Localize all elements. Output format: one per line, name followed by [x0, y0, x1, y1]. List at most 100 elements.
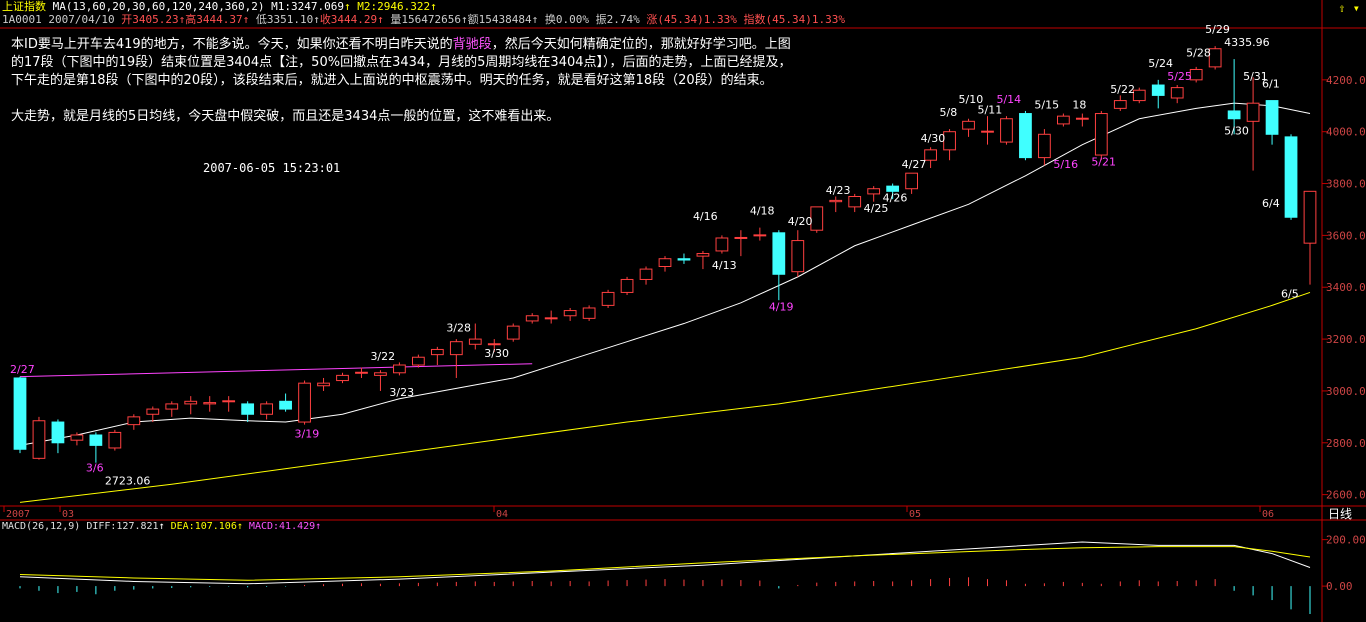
candle-body	[1113, 100, 1127, 109]
candle-body	[146, 408, 160, 415]
date-annotation: 3/30	[484, 347, 509, 360]
candle-body	[886, 185, 900, 192]
candle-body	[1303, 190, 1317, 244]
candle-body	[32, 420, 46, 459]
candle-body	[563, 310, 577, 317]
y-tick-label: 3600.00	[1326, 229, 1366, 242]
x-tick-label: 06	[1262, 509, 1274, 520]
candle-body	[1000, 118, 1013, 143]
candle-body	[222, 400, 236, 403]
volume-value: 量156472656	[390, 13, 462, 26]
macd-diff: DIFF:127.821	[86, 521, 159, 532]
change-value: 涨(45.34)1.33%	[646, 13, 737, 26]
date-annotation: 5/22	[1110, 83, 1135, 96]
y-tick-label: 3000.00	[1326, 385, 1366, 398]
candle-body	[639, 268, 653, 280]
amplitude-value: 振2.74%	[595, 13, 640, 26]
candle-body	[374, 372, 387, 376]
date-annotation: 3/19	[295, 428, 320, 441]
candle-body	[658, 258, 672, 268]
date-annotation: 4/13	[712, 259, 737, 272]
candle-body	[1208, 48, 1222, 68]
y-tick-label: 2600.00	[1326, 489, 1366, 502]
candle-body	[260, 403, 273, 415]
date-annotation: 2/27	[10, 363, 35, 376]
candle-body	[393, 364, 406, 374]
macd-dea: DEA:107.106	[170, 521, 237, 532]
candle-body	[791, 240, 805, 273]
date-annotation: 5/25	[1167, 70, 1192, 83]
x-tick-label: 05	[909, 509, 921, 520]
x-tick-label: 2007	[6, 509, 30, 520]
commentary-paragraph-2: 大走势，就是月线的5日均线，今天盘中假突破，而且还是3434点一般的位置，这不难…	[11, 109, 560, 124]
macd-dea-line	[19, 546, 1311, 581]
date-annotation: 4/20	[788, 215, 813, 228]
candle-body	[89, 434, 103, 446]
y-tick-label: 3800.00	[1326, 178, 1366, 191]
candle-body	[943, 131, 956, 151]
date-annotation: 5/31	[1243, 70, 1268, 83]
date-annotation: 4/27	[902, 158, 927, 171]
date-annotation: 5/10	[959, 93, 984, 106]
candle-body	[1038, 133, 1051, 159]
candle-body	[1227, 110, 1241, 120]
candle-body	[430, 348, 444, 356]
candle-body	[317, 382, 330, 387]
x-tick-label: 04	[496, 509, 508, 520]
candle-body	[487, 343, 501, 346]
window-controls[interactable]: ⇧ ▾	[1338, 1, 1360, 15]
date-annotation: 4/18	[750, 205, 775, 218]
open-value: 开3405.23	[121, 13, 179, 26]
candle-body	[203, 402, 217, 405]
date-annotation: 5/28	[1186, 47, 1211, 60]
date-annotation: 6/1	[1262, 78, 1280, 91]
date-annotation: 4/23	[826, 184, 851, 197]
candle-body	[1151, 84, 1165, 96]
candle-body	[51, 421, 65, 444]
timestamp: 2007-06-05 15:23:01	[203, 161, 341, 175]
date-annotation: 4335.96	[1224, 36, 1270, 49]
candle-body	[810, 206, 824, 231]
macd-value: MACD:41.429	[248, 521, 316, 532]
highlight-term: 背驰段	[452, 37, 492, 52]
candle-body	[336, 374, 349, 382]
candle-body	[1132, 89, 1146, 102]
m1-value: M1:3247.069	[271, 0, 345, 13]
y-tick-label: 2800.00	[1326, 437, 1366, 450]
y-tick-label: 3200.00	[1326, 333, 1366, 346]
candle-body	[241, 403, 255, 415]
candle-body	[165, 403, 179, 410]
trendline	[19, 363, 533, 378]
date-annotation: 5/14	[996, 93, 1021, 106]
date-annotation: 5/24	[1148, 57, 1173, 70]
quote-date: 2007/04/10	[48, 13, 115, 26]
date-annotation: 4/19	[769, 301, 794, 314]
candle-body	[620, 278, 634, 293]
date-annotation: 2723.06	[105, 474, 150, 487]
y-tick-label: 4200.00	[1326, 74, 1366, 87]
candle-body	[981, 130, 994, 133]
candle-body	[753, 234, 767, 237]
date-annotation: 3/28	[446, 321, 471, 334]
date-annotation: 4/25	[864, 202, 889, 215]
candle-body	[108, 431, 122, 449]
turnover-value: 换0.00%	[544, 13, 590, 26]
candle-body	[867, 188, 881, 195]
high-value: 高3444.37	[185, 13, 243, 26]
security-code: 1A0001	[2, 13, 42, 26]
candle-body	[962, 120, 975, 130]
candle-body	[1057, 115, 1070, 125]
candle-body	[298, 382, 311, 423]
candle-body	[127, 416, 141, 426]
candle-body	[601, 291, 615, 306]
macd-diff-line	[19, 541, 1311, 585]
date-annotation: 6/4	[1262, 197, 1280, 210]
macd-y-tick-label: 0.00	[1326, 580, 1353, 593]
date-annotation: 5/29	[1205, 23, 1230, 36]
candle-body	[525, 315, 539, 322]
date-annotation: 5/8	[940, 106, 958, 119]
candle-body	[1170, 87, 1184, 99]
macd-y-tick-label: 200.00	[1326, 534, 1366, 547]
candle-body	[1075, 117, 1089, 120]
